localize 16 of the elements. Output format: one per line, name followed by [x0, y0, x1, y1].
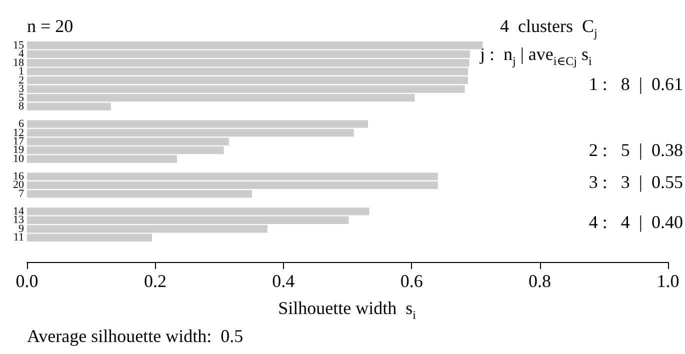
x-tick-label: 0.8 [528, 271, 552, 291]
text: Average silhouette width: 0.5 [27, 326, 244, 346]
annotation: 4 : 4 | 0.40 [588, 212, 683, 232]
x-tick-label: 0.6 [400, 271, 423, 291]
y-tick-label: 8 [18, 100, 24, 113]
x-tick-label: 0.4 [272, 271, 295, 291]
x-tick-label: 0.0 [16, 271, 38, 291]
chart-title: n = 20 [27, 16, 74, 36]
annotation: 2 : 5 | 0.38 [588, 140, 683, 160]
x-tick-label: 1.0 [656, 271, 680, 291]
x-tick-label: 0.2 [144, 271, 166, 291]
y-tick-label: 7 [18, 188, 24, 200]
annotation: 3 : 3 | 0.55 [588, 172, 683, 192]
y-tick-label: 10 [13, 152, 24, 165]
y-tick-label: 11 [13, 232, 24, 244]
annotation: 1 : 8 | 0.61 [588, 74, 683, 94]
